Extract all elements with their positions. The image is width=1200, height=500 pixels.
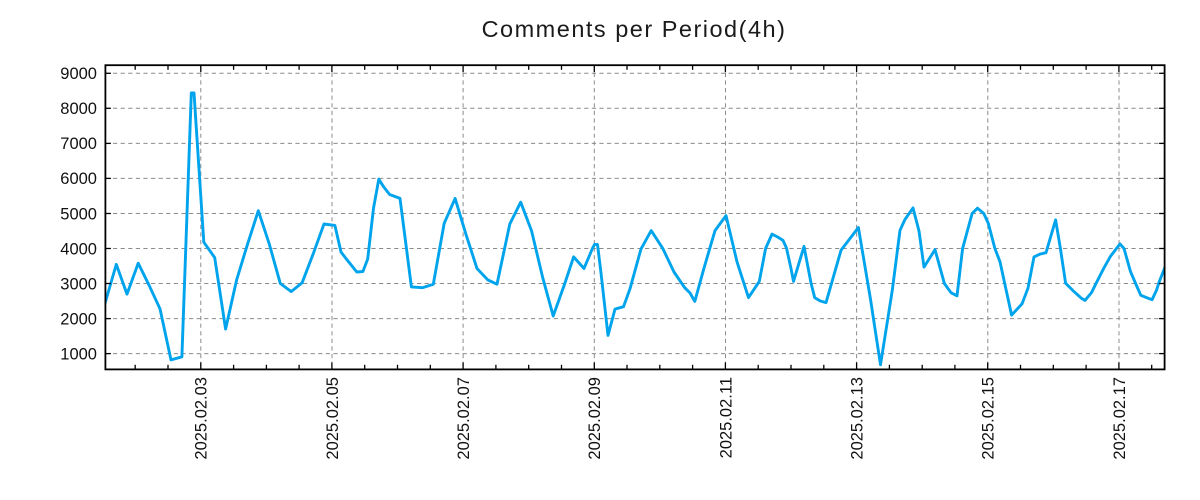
svg-text:2025.02.03: 2025.02.03 bbox=[193, 377, 211, 460]
svg-text:2025.02.17: 2025.02.17 bbox=[1111, 377, 1129, 460]
svg-text:5000: 5000 bbox=[60, 205, 97, 223]
svg-text:6000: 6000 bbox=[60, 170, 97, 188]
svg-text:2025.02.11: 2025.02.11 bbox=[717, 377, 735, 458]
svg-text:2025.02.13: 2025.02.13 bbox=[848, 377, 866, 460]
svg-text:2025.02.15: 2025.02.15 bbox=[980, 377, 998, 460]
svg-text:1000: 1000 bbox=[60, 345, 97, 363]
svg-text:3000: 3000 bbox=[60, 275, 97, 293]
svg-text:8000: 8000 bbox=[60, 100, 97, 118]
svg-text:9000: 9000 bbox=[60, 65, 97, 83]
svg-text:2025.02.05: 2025.02.05 bbox=[324, 377, 342, 460]
svg-text:4000: 4000 bbox=[60, 240, 97, 258]
svg-text:7000: 7000 bbox=[60, 135, 97, 153]
svg-text:2000: 2000 bbox=[60, 310, 97, 328]
svg-text:2025.02.07: 2025.02.07 bbox=[455, 377, 473, 460]
svg-text:2025.02.09: 2025.02.09 bbox=[586, 377, 604, 460]
svg-text:Comments per Period(4h): Comments per Period(4h) bbox=[482, 16, 787, 42]
